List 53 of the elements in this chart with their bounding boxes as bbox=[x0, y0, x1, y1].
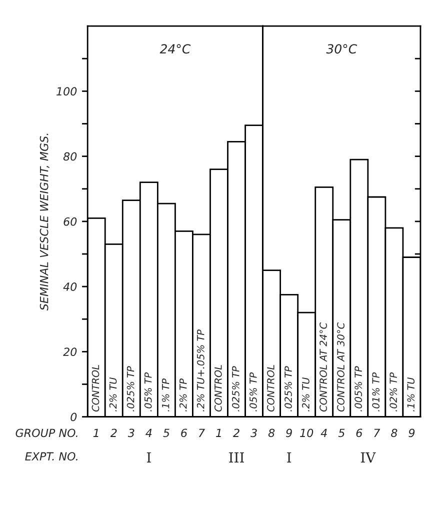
text: 3 bbox=[128, 428, 134, 438]
text: 2 bbox=[233, 428, 240, 437]
y-tick-label: 100 bbox=[56, 87, 77, 96]
text: EXPT. NO. bbox=[25, 452, 78, 461]
x-tick-label: CONTROL bbox=[214, 365, 222, 412]
y-axis-title: SEMINAL VESCLE WEIGHT, MGS. bbox=[40, 134, 50, 311]
x-tick-label: .2% TU bbox=[302, 377, 310, 412]
text: 5 bbox=[163, 428, 170, 438]
y-tick-label: 80 bbox=[63, 152, 77, 161]
x-tick-label: CONTROL bbox=[92, 365, 100, 412]
y-tick-label: 20 bbox=[63, 348, 77, 356]
text: 1 bbox=[93, 428, 98, 437]
text: 4 bbox=[320, 428, 327, 437]
text: GROUP NO. bbox=[16, 428, 78, 438]
x-tick-label: .005% TP bbox=[354, 366, 362, 412]
x-tick-label: .025% TP bbox=[284, 366, 292, 412]
x-tick-label: CONTROL AT 30°C bbox=[337, 322, 344, 412]
y-tick-label: 40 bbox=[63, 282, 77, 291]
text: 7 bbox=[374, 428, 380, 437]
text: 8 bbox=[391, 428, 398, 438]
y-tick-label: 60 bbox=[64, 217, 77, 226]
x-tick-label: CONTROL AT 24°C bbox=[320, 322, 327, 412]
x-tick-label: .1% TP bbox=[162, 378, 170, 412]
text: 30°C bbox=[326, 44, 358, 54]
text: 8 bbox=[268, 428, 275, 438]
x-tick-label: CONTROL bbox=[267, 365, 274, 412]
text: III bbox=[229, 452, 244, 463]
text: 2 bbox=[110, 428, 117, 437]
x-tick-label: .02% TP bbox=[390, 372, 398, 412]
x-tick-label: .025% TP bbox=[126, 366, 134, 412]
text: 1 bbox=[216, 428, 221, 437]
x-tick-label: .2% TP bbox=[179, 378, 187, 412]
text: 6 bbox=[356, 428, 362, 438]
text: 6 bbox=[181, 428, 187, 438]
y-tick-label: 0 bbox=[70, 412, 77, 422]
text: 4 bbox=[146, 428, 152, 437]
text: 7 bbox=[198, 428, 205, 437]
x-tick-label: .2% TU bbox=[109, 377, 117, 412]
text: 24°C bbox=[160, 44, 191, 54]
text: I bbox=[287, 452, 292, 463]
text: IV bbox=[360, 452, 376, 463]
text: I bbox=[146, 452, 151, 463]
x-tick-label: .01% TP bbox=[372, 372, 380, 412]
x-tick-label: .05% TP bbox=[144, 372, 152, 412]
x-tick-label: .025% TP bbox=[232, 366, 240, 412]
text: 9 bbox=[408, 428, 415, 438]
x-tick-label: .1% TU bbox=[407, 377, 415, 412]
text: 3 bbox=[250, 428, 257, 438]
text: 10 bbox=[300, 428, 314, 438]
x-tick-label: .2% TU+.05% TP bbox=[196, 330, 204, 412]
x-tick-label: .05% TP bbox=[250, 372, 257, 412]
text: 9 bbox=[286, 428, 292, 438]
text: 5 bbox=[338, 428, 345, 438]
